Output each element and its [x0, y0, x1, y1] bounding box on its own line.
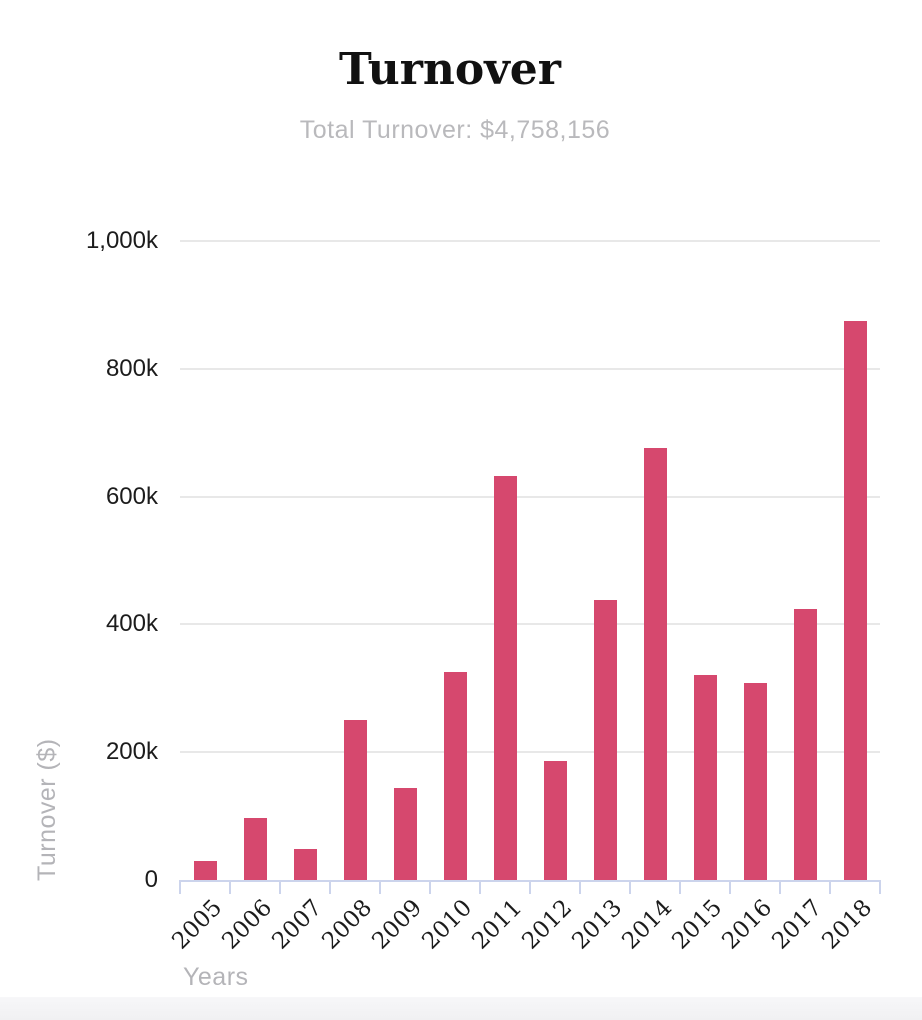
- x-axis-tick: [829, 882, 831, 894]
- x-axis-tick: [429, 882, 431, 894]
- bar-2006[interactable]: [243, 818, 267, 880]
- x-axis-tick: [379, 882, 381, 894]
- x-tick-label-2011: 2011: [467, 894, 528, 955]
- bar-2018[interactable]: [843, 320, 867, 880]
- y-tick-label-800k: 800k: [105, 354, 158, 382]
- y-tick-label-1,000k: 1,000k: [85, 227, 158, 254]
- x-tick-label-2009: 2009: [367, 894, 428, 955]
- x-axis-tick: [579, 882, 581, 894]
- x-axis-tick: [179, 882, 181, 894]
- bar-2009[interactable]: [393, 787, 417, 880]
- chart-title: Turnover: [339, 44, 561, 95]
- bar-2007[interactable]: [293, 848, 317, 880]
- x-axis-tick: [629, 882, 631, 894]
- x-axis-tick: [279, 882, 281, 894]
- y-axis-title: Turnover ($): [33, 738, 61, 881]
- x-tick-label-2010: 2010: [417, 894, 478, 955]
- bar-2005[interactable]: [193, 860, 217, 880]
- x-axis-tick: [479, 882, 481, 894]
- x-tick-label-2015: 2015: [667, 894, 728, 955]
- y-tick-label-0: 0: [144, 866, 158, 893]
- grid-line-800k: [180, 367, 880, 370]
- grid-line-200k: [180, 751, 880, 754]
- y-tick-label-600k: 600k: [105, 482, 158, 510]
- grid-line-400k: [180, 623, 880, 626]
- x-axis-tick: [529, 882, 531, 894]
- x-axis-tick: [729, 882, 731, 894]
- x-tick-label-2008: 2008: [317, 894, 378, 955]
- x-tick-label-2005: 2005: [167, 894, 228, 955]
- x-axis-tick: [229, 882, 231, 894]
- x-axis-tick: [879, 882, 881, 894]
- bar-2014[interactable]: [643, 448, 667, 880]
- x-tick-label-2012: 2012: [517, 894, 578, 955]
- x-tick-label-2006: 2006: [217, 894, 278, 955]
- bar-2015[interactable]: [693, 674, 717, 880]
- x-tick-label-2017: 2017: [767, 894, 828, 955]
- x-axis-title: Years: [183, 963, 249, 991]
- page-bottom-edge: [0, 997, 922, 1020]
- bar-2013[interactable]: [593, 600, 617, 880]
- bar-2008[interactable]: [343, 720, 367, 880]
- x-tick-label-2007: 2007: [267, 894, 328, 955]
- bar-2016[interactable]: [743, 682, 767, 880]
- y-tick-label-400k: 400k: [105, 610, 158, 638]
- y-tick-label-200k: 200k: [105, 738, 158, 766]
- bar-2012[interactable]: [543, 760, 567, 880]
- grid-line-1,000k: [180, 240, 880, 242]
- x-tick-label-2018: 2018: [817, 894, 878, 955]
- x-axis-line: [179, 880, 881, 882]
- x-tick-label-2016: 2016: [717, 894, 778, 955]
- bar-2017[interactable]: [793, 609, 817, 880]
- grid-line-600k: [180, 495, 880, 498]
- bar-2010[interactable]: [443, 671, 467, 880]
- x-axis-tick: [329, 882, 331, 894]
- x-axis-tick: [779, 882, 781, 894]
- x-tick-label-2014: 2014: [617, 894, 678, 955]
- x-tick-label-2013: 2013: [567, 894, 628, 955]
- bar-2011[interactable]: [493, 476, 517, 880]
- x-axis-tick: [679, 882, 681, 894]
- chart-subtitle-total-turnover: Total Turnover: $4,758,156: [299, 116, 611, 144]
